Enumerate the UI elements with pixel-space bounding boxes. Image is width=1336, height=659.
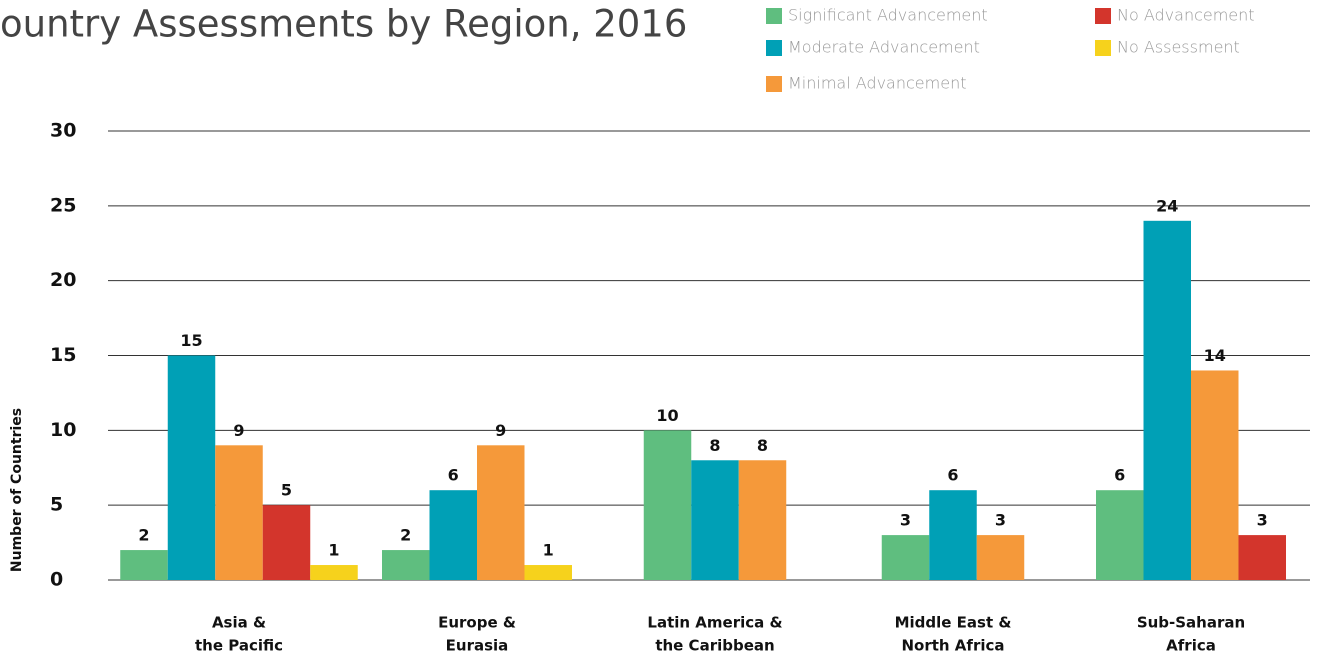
data-label: 6 bbox=[947, 466, 958, 485]
data-label: 3 bbox=[1257, 511, 1268, 530]
data-label: 6 bbox=[1114, 466, 1125, 485]
data-label: 24 bbox=[1156, 196, 1178, 215]
legend-swatch bbox=[766, 8, 782, 24]
bar bbox=[1096, 490, 1144, 580]
x-tick-label: the Caribbean bbox=[655, 637, 774, 655]
y-tick-label: 20 bbox=[50, 269, 76, 291]
bar bbox=[976, 535, 1025, 580]
legend-swatch bbox=[766, 40, 782, 56]
y-tick-label: 0 bbox=[50, 569, 63, 591]
y-tick-label: 10 bbox=[50, 419, 76, 441]
legend-label: No Assessment bbox=[1117, 38, 1240, 57]
x-tick-label: Africa bbox=[1166, 637, 1216, 655]
bar bbox=[738, 460, 787, 580]
data-label: 3 bbox=[900, 511, 911, 530]
data-label: 9 bbox=[233, 421, 244, 440]
y-tick-label: 5 bbox=[50, 494, 63, 516]
legend-swatch bbox=[766, 76, 782, 92]
x-tick-label: Middle East & bbox=[895, 614, 1012, 632]
x-tick-label: Sub-Saharan bbox=[1137, 614, 1245, 632]
legend-label: Significant Advancement bbox=[788, 6, 988, 25]
y-tick-label: 30 bbox=[50, 120, 76, 142]
bar bbox=[524, 565, 572, 580]
bar bbox=[215, 445, 263, 580]
y-tick-label: 15 bbox=[50, 344, 76, 366]
bar bbox=[1143, 220, 1191, 581]
bar bbox=[120, 550, 168, 580]
data-label: 1 bbox=[328, 541, 339, 560]
bar bbox=[262, 505, 311, 580]
legend-label: No Advancement bbox=[1117, 6, 1255, 25]
x-tick-label: the Pacific bbox=[195, 637, 283, 655]
bar bbox=[477, 445, 525, 580]
x-tick-label: Eurasia bbox=[446, 637, 509, 655]
bar bbox=[167, 355, 216, 580]
data-label: 6 bbox=[448, 466, 459, 485]
x-tick-label: Latin America & bbox=[647, 614, 782, 632]
data-label: 5 bbox=[281, 481, 292, 500]
bar bbox=[1191, 370, 1239, 580]
data-label: 14 bbox=[1204, 346, 1226, 365]
data-label: 1 bbox=[543, 541, 554, 560]
x-tick-label: Europe & bbox=[438, 614, 516, 632]
bar bbox=[881, 535, 930, 580]
data-label: 15 bbox=[180, 331, 202, 350]
y-axis-label: Number of Countries bbox=[9, 408, 25, 572]
x-tick-label: North Africa bbox=[901, 637, 1004, 655]
bar bbox=[929, 490, 977, 580]
data-label: 2 bbox=[400, 526, 411, 545]
chart-title: ountry Assessments by Region, 2016 bbox=[0, 3, 687, 46]
bar bbox=[691, 460, 739, 580]
y-tick-label: 25 bbox=[50, 194, 76, 216]
data-label: 8 bbox=[709, 436, 720, 455]
data-label: 2 bbox=[138, 526, 149, 545]
bar bbox=[429, 490, 477, 580]
bar bbox=[310, 565, 358, 580]
legend-label: Moderate Advancement bbox=[788, 38, 980, 57]
data-label: 10 bbox=[656, 406, 678, 425]
legend-swatch bbox=[1095, 40, 1111, 56]
data-label: 9 bbox=[495, 421, 506, 440]
data-label: 8 bbox=[757, 436, 768, 455]
data-label: 3 bbox=[995, 511, 1006, 530]
bar bbox=[1238, 535, 1286, 580]
x-tick-label: Asia & bbox=[212, 614, 266, 632]
legend-swatch bbox=[1095, 8, 1111, 24]
bar bbox=[643, 430, 692, 580]
bar bbox=[382, 550, 430, 580]
legend-label: Minimal Advancement bbox=[788, 74, 966, 93]
